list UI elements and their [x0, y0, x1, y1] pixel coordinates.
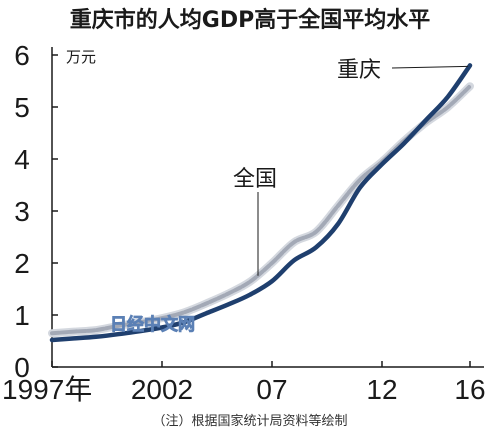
annotation-label-chongqing: 重庆	[337, 58, 381, 83]
series-line-national-halo	[48, 82, 474, 338]
x-tick-label: 16	[454, 374, 485, 405]
chart-title: 重庆市的人均GDP高于全国平均水平	[70, 7, 430, 33]
series-line-national	[50, 84, 472, 336]
y-tick-label: 0	[14, 352, 30, 383]
x-tick-label: 07	[256, 374, 287, 405]
x-axis-ticks: 1997年 2002 07 12 16	[2, 361, 486, 405]
y-tick-label: 6	[14, 40, 30, 71]
annotation-label-national: 全国	[233, 167, 277, 192]
y-unit-label: 万元	[66, 48, 96, 66]
y-tick-label: 2	[14, 248, 30, 279]
y-tick-label: 5	[14, 92, 30, 123]
series-line-chongqing	[49, 63, 473, 343]
series-layer	[48, 63, 474, 343]
x-tick-label: 12	[366, 374, 397, 405]
watermark: 日经中文网	[110, 314, 195, 335]
x-tick-label: 2002	[131, 374, 193, 405]
annotation-leader-chongqing	[391, 65, 469, 69]
y-tick-label: 4	[14, 144, 30, 175]
y-tick-label: 1	[14, 300, 30, 331]
source-note: （注）根据国家统计局资料等绘制	[152, 413, 347, 429]
y-axis-ticks: 0 1 2 3 4 5 6	[14, 40, 58, 383]
x-tick-label: 1997年	[2, 374, 92, 405]
y-tick-label: 3	[14, 196, 30, 227]
